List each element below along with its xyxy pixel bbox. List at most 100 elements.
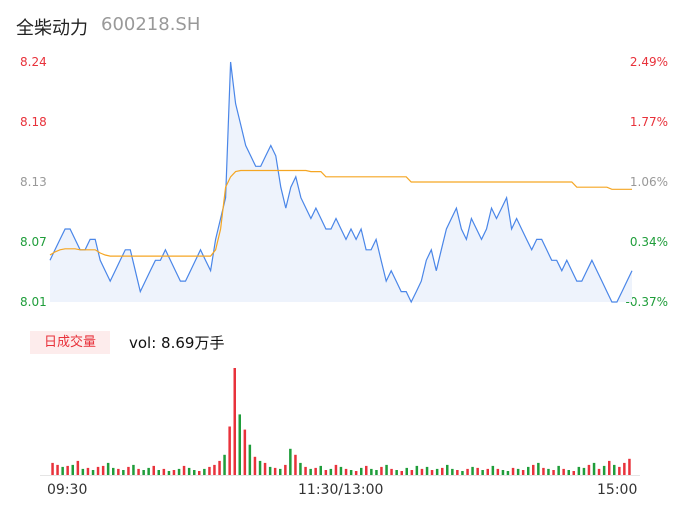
volume-bar	[461, 471, 464, 475]
volume-bar	[360, 467, 363, 475]
volume-bar	[96, 466, 100, 475]
y-tick-left-4: 8.01	[20, 295, 47, 309]
volume-bar	[233, 368, 236, 475]
volume-bar	[344, 468, 348, 475]
volume-readout: vol: 8.69万手	[129, 334, 225, 352]
y-tick-right-0: 2.49%	[629, 55, 668, 69]
volume-bar	[147, 467, 150, 475]
volume-bar	[309, 468, 312, 475]
y-tick-left-0: 8.24	[20, 55, 47, 69]
volume-bar	[152, 465, 155, 475]
volume-bar	[577, 466, 581, 475]
volume-bar	[157, 470, 160, 475]
average-price-line	[49, 169, 632, 257]
volume-bar	[329, 468, 333, 475]
volume-bar	[425, 466, 429, 475]
volume-bar	[521, 470, 525, 475]
volume-bar	[258, 460, 262, 475]
volume-bar	[471, 466, 474, 475]
y-tick-right-1: 1.77%	[629, 115, 668, 129]
volume-bar	[613, 464, 616, 475]
volume-bar	[142, 470, 145, 475]
volume-bar	[208, 466, 211, 475]
volume-bar	[117, 468, 120, 475]
volume-bar	[203, 468, 206, 475]
volume-bar	[228, 426, 231, 475]
stock-code: 600218.SH	[101, 14, 201, 35]
volume-bar	[198, 471, 201, 475]
volume-bar	[61, 466, 64, 475]
volume-bar	[51, 462, 54, 475]
volume-bar	[162, 468, 166, 475]
volume-bar	[223, 454, 226, 475]
volume-bar	[608, 460, 611, 475]
price-area-fill	[50, 62, 632, 302]
volume-bar	[527, 466, 530, 475]
volume-bar	[446, 464, 449, 475]
volume-bar	[213, 464, 216, 475]
volume-bar	[137, 468, 140, 475]
volume-bar	[76, 460, 80, 475]
volume-bar	[587, 464, 591, 475]
volume-bar	[354, 471, 358, 475]
volume-bar	[132, 464, 135, 475]
volume-bar	[365, 465, 368, 475]
volume-bar	[385, 464, 388, 475]
volume-bar	[501, 470, 505, 475]
volume-bar	[380, 466, 383, 475]
price-line	[49, 61, 633, 304]
volume-bar	[456, 470, 459, 475]
volume-bar	[279, 468, 282, 475]
volume-bar	[547, 468, 550, 475]
volume-bar	[390, 468, 393, 475]
volume-bar	[106, 462, 110, 475]
volume-bar	[602, 465, 606, 475]
volume-bar	[491, 465, 495, 475]
y-tick-right-2: 1.06%	[629, 175, 668, 189]
volume-bar	[506, 471, 510, 475]
volume-bar	[516, 468, 520, 475]
volume-bar	[496, 468, 500, 475]
volume-bar	[395, 470, 398, 475]
volume-bar	[273, 467, 277, 475]
volume-bar	[420, 468, 424, 475]
volume-bar	[324, 470, 328, 475]
volume-bar	[511, 467, 515, 475]
y-tick-left-2: 8.13	[20, 175, 47, 189]
volume-bar	[597, 468, 601, 475]
volume-bar	[182, 465, 186, 475]
daily-volume-tab[interactable]: 日成交量	[30, 331, 110, 354]
volume-bar	[400, 471, 403, 475]
volume-bar	[537, 462, 540, 475]
volume-bar	[532, 464, 535, 475]
volume-bar	[476, 467, 479, 475]
volume-bar	[486, 468, 489, 475]
volume-bar	[557, 465, 560, 475]
volume-bar	[430, 470, 434, 475]
volume-bar	[334, 464, 338, 475]
volume-bar	[466, 468, 469, 475]
volume-bar	[238, 414, 241, 475]
x-tick-close: 15:00	[597, 482, 638, 498]
volume-bar	[582, 467, 586, 475]
y-tick-right-4: -0.37%	[625, 295, 668, 309]
volume-bar	[572, 471, 575, 475]
x-tick-midday: 11:30/13:00	[298, 482, 384, 498]
volume-bar	[289, 448, 292, 475]
volume-bar	[623, 462, 626, 475]
y-tick-left-3: 8.07	[20, 235, 47, 249]
volume-bar	[481, 470, 484, 475]
volume-bar	[562, 468, 565, 475]
x-tick-open: 09:30	[47, 482, 88, 498]
y-tick-left-1: 8.18	[20, 115, 47, 129]
volume-bar	[618, 466, 621, 475]
y-tick-right-3: 0.34%	[629, 235, 668, 249]
volume-bar	[542, 467, 545, 475]
volume-bar	[435, 468, 439, 475]
volume-bar	[263, 462, 267, 475]
volume-bar	[319, 465, 322, 475]
volume-bar	[193, 470, 196, 475]
volume-bar	[304, 466, 307, 475]
volume-bar	[253, 456, 257, 475]
